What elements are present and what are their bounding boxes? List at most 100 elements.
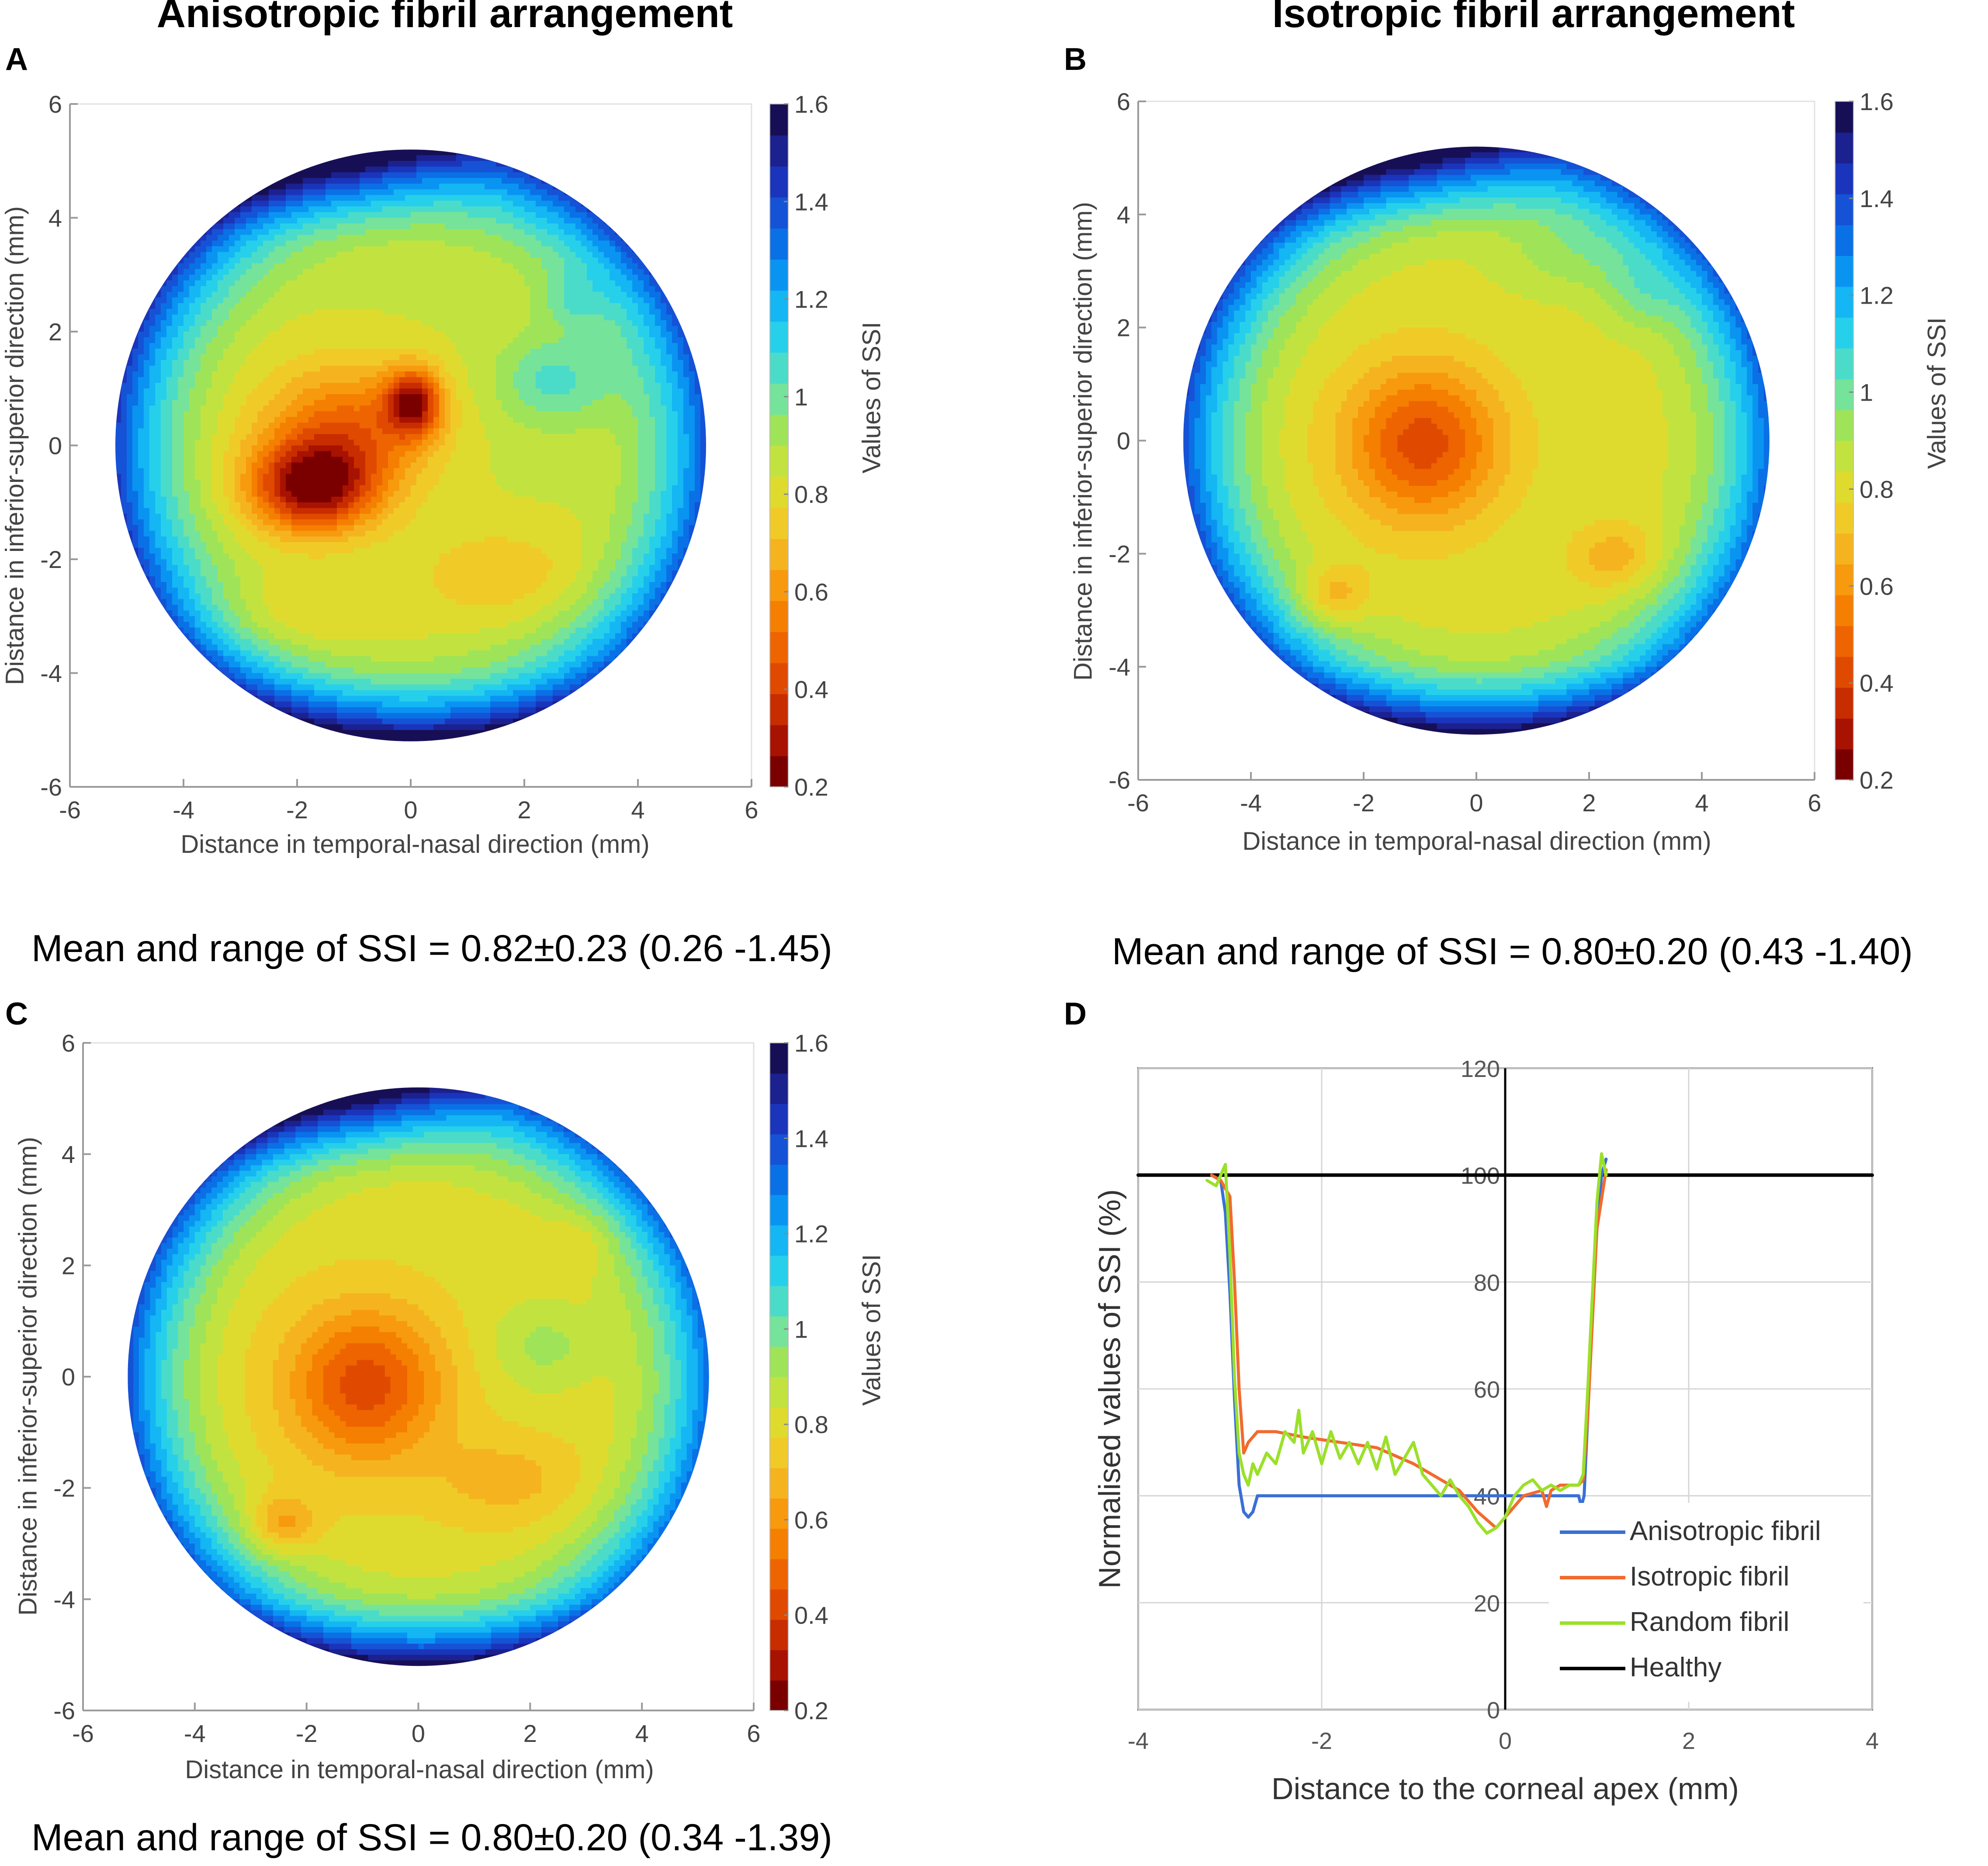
heat-cell	[450, 411, 462, 418]
colorbar-segment	[770, 507, 788, 539]
heat-cell	[320, 735, 508, 741]
heat-cell	[1741, 350, 1748, 357]
heat-cell	[388, 383, 394, 389]
heat-cell	[229, 343, 258, 350]
heat-cell	[184, 297, 195, 304]
heat-cell	[115, 445, 127, 452]
heat-cell	[1335, 446, 1353, 453]
heat-cell	[1245, 333, 1257, 339]
heat-cell	[274, 394, 298, 401]
heat-cell	[149, 593, 156, 600]
heat-cell	[689, 559, 695, 566]
heat-cell	[161, 274, 173, 281]
heat-cell	[1200, 361, 1206, 368]
heat-cell	[144, 553, 156, 560]
heat-cell	[326, 189, 360, 196]
heat-cell	[149, 445, 161, 452]
heat-cell	[683, 343, 689, 350]
heat-cell	[269, 627, 298, 634]
heat-cell	[1369, 237, 1410, 243]
heat-cell	[1718, 537, 1731, 543]
heat-cell	[683, 491, 689, 497]
heat-cell	[575, 644, 587, 651]
heat-cell	[683, 422, 695, 429]
heat-cell	[695, 536, 701, 543]
heat-cell	[1437, 175, 1472, 181]
heat-cell	[678, 428, 684, 435]
heat-cell	[1234, 565, 1246, 571]
heat-cell	[666, 479, 678, 486]
heat-cell	[1696, 288, 1708, 294]
heat-cell	[269, 502, 275, 509]
heat-cell	[390, 1182, 453, 1188]
heat-cell	[184, 422, 201, 429]
heat-cell	[1245, 582, 1251, 588]
heat-cell	[1268, 390, 1291, 396]
heat-cell	[161, 610, 167, 617]
heat-cell	[695, 508, 706, 514]
heat-cell	[689, 388, 695, 395]
heat-cell	[695, 474, 701, 480]
heat-cell	[456, 434, 485, 440]
heat-cell	[144, 582, 150, 589]
heat-cell	[1538, 220, 1584, 226]
heat-cell	[240, 644, 258, 651]
heat-cell	[678, 434, 689, 440]
heat-cell	[1313, 277, 1336, 283]
heat-cell	[638, 417, 655, 423]
heat-cell	[388, 394, 394, 401]
heat-cell	[267, 1137, 279, 1144]
heat-cell	[1240, 327, 1251, 334]
heat-cell	[115, 405, 121, 412]
heat-cell	[1775, 452, 1776, 458]
heat-cell	[348, 468, 360, 474]
heat-cell	[1718, 395, 1731, 402]
heat-cell	[1364, 508, 1398, 515]
heat-cell	[683, 502, 689, 509]
heat-cell	[1307, 452, 1336, 458]
heat-cell	[161, 525, 173, 531]
heat-cell	[1234, 282, 1246, 289]
heat-cell	[530, 286, 547, 292]
heat-cell	[553, 599, 576, 606]
heat-cell	[1538, 299, 1607, 305]
heat-cell	[1747, 559, 1753, 566]
heat-cell	[201, 530, 218, 537]
heat-cell	[1707, 582, 1714, 588]
heat-cell	[655, 366, 667, 372]
heat-cell	[1273, 638, 1285, 645]
heat-cell	[1465, 429, 1477, 436]
heat-cell	[1285, 418, 1313, 424]
heat-cell	[1747, 571, 1753, 577]
heat-cell	[1724, 582, 1736, 588]
heat-cell	[1307, 593, 1319, 599]
heat-cell	[1724, 282, 1731, 289]
heat-cell	[644, 320, 655, 326]
heat-cell	[1302, 254, 1319, 260]
heat-cell	[581, 565, 599, 571]
heat-cell	[1313, 604, 1330, 611]
heat-cell	[235, 491, 246, 497]
heat-cell	[1628, 559, 1646, 566]
heat-cell	[274, 679, 298, 685]
heat-cell	[672, 542, 678, 548]
heat-cell	[1183, 497, 1190, 503]
heat-cell	[553, 707, 570, 713]
heat-cell	[1611, 282, 1635, 289]
heat-cell	[246, 513, 258, 520]
heat-cell	[445, 383, 457, 389]
heat-cell	[592, 1143, 603, 1149]
heat-cell	[1234, 429, 1246, 436]
heat-cell	[1195, 435, 1206, 441]
heat-cell	[1476, 390, 1500, 396]
heat-cell	[695, 383, 701, 389]
heat-cell	[1307, 457, 1336, 464]
heat-cell	[1200, 322, 1206, 328]
heat-cell	[1521, 248, 1573, 255]
heat-cell	[1251, 277, 1257, 283]
heat-cell	[1307, 305, 1342, 311]
heat-cell	[360, 183, 388, 190]
heat-cell	[581, 201, 593, 207]
heat-cell	[570, 212, 587, 218]
heat-cell	[149, 349, 156, 355]
